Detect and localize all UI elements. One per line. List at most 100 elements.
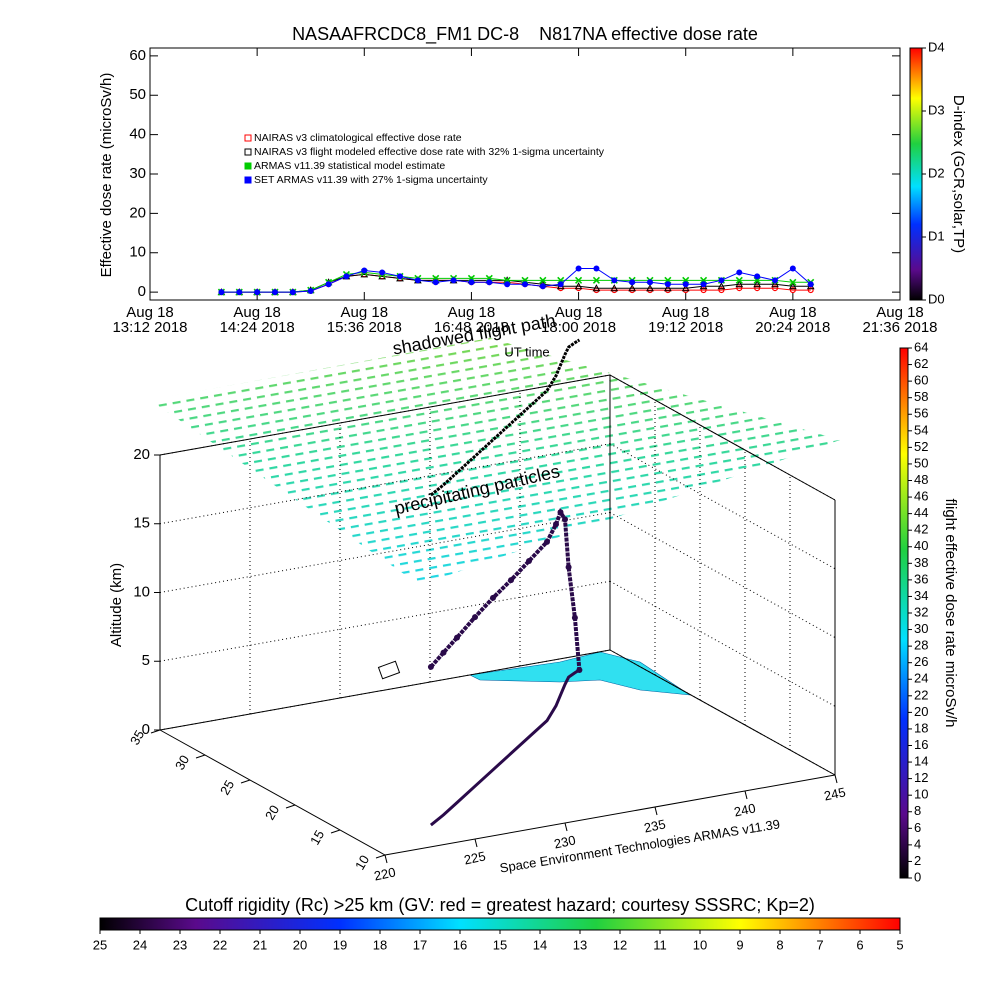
colorbar-tick-label: 6 — [914, 820, 921, 835]
marker — [646, 284, 654, 292]
marker — [432, 279, 439, 286]
marker — [700, 287, 707, 294]
colorbar-tick-label: 5 — [896, 937, 903, 952]
flight-point — [553, 521, 559, 528]
flight-point — [565, 564, 572, 571]
colorbar-label: flight effective dose rate microSv/h — [942, 499, 959, 728]
colorbar-tick-label: 14 — [914, 754, 928, 769]
legend-label: NAIRAS v3 flight modeled effective dose … — [254, 146, 605, 158]
colorbar-tick-label: 24 — [133, 937, 147, 952]
marker — [628, 284, 636, 292]
x-tick — [564, 822, 568, 832]
flight-point — [571, 614, 578, 621]
colorbar — [899, 347, 909, 879]
colorbar — [909, 47, 923, 301]
y-tick — [285, 804, 296, 809]
colorbar-tick-label: 10 — [914, 787, 928, 802]
colorbar-tick-label: 8 — [776, 937, 783, 952]
colorbar-tick-label: 20 — [914, 704, 928, 719]
y-tick-label: 35 — [127, 727, 147, 747]
x-tick-label: Aug 18 15:36 2018 — [326, 304, 402, 336]
colorbar-tick-label: 9 — [736, 937, 743, 952]
marker — [771, 285, 778, 292]
marker — [361, 267, 368, 274]
colorbar-tick-label: 26 — [914, 654, 928, 669]
legend-swatch — [244, 176, 252, 184]
marker — [486, 279, 493, 286]
marker — [574, 282, 583, 290]
floor-track — [429, 668, 581, 827]
marker — [736, 285, 743, 292]
colorbar-tick-label: 36 — [914, 571, 928, 586]
legend-swatch — [244, 162, 252, 170]
marker — [681, 284, 690, 292]
colorbar-tick-label: 23 — [173, 937, 187, 952]
colorbar-tick-label: 48 — [914, 472, 928, 487]
x-tick — [384, 854, 388, 864]
colorbar-tick-label: 21 — [253, 937, 267, 952]
colorbar-tick-label: 18 — [373, 937, 387, 952]
marker — [789, 265, 796, 272]
colorbar-tick-label: 34 — [914, 588, 928, 603]
x-tick — [474, 838, 478, 848]
colorbar-tick-label: 8 — [914, 803, 921, 818]
colorbar-tick-label: 46 — [914, 489, 928, 504]
marker — [735, 276, 743, 284]
marker — [557, 281, 564, 288]
grid-line — [609, 512, 836, 638]
marker — [682, 281, 689, 288]
marker — [272, 289, 278, 296]
marker — [575, 265, 582, 272]
colorbar-tick-label: 28 — [914, 638, 928, 653]
marker — [772, 277, 778, 284]
colorbar-tick-label: 2 — [914, 853, 921, 868]
legend-label: NAIRAS v3 climatological effective dose … — [254, 132, 462, 144]
colorbar-tick-label: 20 — [293, 937, 307, 952]
marker — [289, 289, 296, 296]
marker — [718, 277, 725, 284]
y-tick-label: 25 — [217, 777, 237, 797]
annotation: UT time — [504, 344, 549, 359]
marker — [789, 282, 797, 290]
marker — [307, 287, 314, 294]
colorbar-tick-label: 7 — [816, 937, 823, 952]
marker — [629, 279, 636, 286]
colorbar-tick-label: 62 — [914, 356, 928, 371]
marker — [789, 287, 796, 294]
x-tick-label: 245 — [823, 784, 847, 803]
colorbar-tick-label: D0 — [928, 291, 945, 306]
z-axis-label: Altitude (km) — [108, 563, 125, 647]
y-tick — [195, 754, 206, 759]
marker — [539, 276, 547, 284]
marker — [717, 282, 726, 290]
colorbar-tick-label: 16 — [914, 737, 928, 752]
ceiling-track — [429, 338, 581, 497]
flight-path — [429, 507, 582, 671]
marker — [414, 277, 421, 284]
marker — [754, 273, 761, 280]
grid-line — [159, 512, 611, 593]
colorbar-tick-label: 58 — [914, 389, 928, 404]
colorbar-tick-label: 44 — [914, 505, 928, 520]
y-tick-label: 0 — [138, 283, 146, 300]
x-tick — [744, 790, 748, 800]
colorbar — [99, 917, 901, 931]
colorbar-tick-label: 40 — [914, 538, 928, 553]
y-tick-label: 20 — [262, 802, 282, 822]
flight-point — [557, 509, 564, 516]
colorbar-tick-label: 19 — [333, 937, 347, 952]
y-tick — [240, 779, 251, 784]
colorbar-tick-label: D4 — [928, 39, 945, 54]
grid-line — [159, 580, 611, 662]
colorbar-tick-label: 52 — [914, 439, 928, 454]
colorbar-tick-label: 30 — [914, 621, 928, 636]
colorbar-tick-label: 14 — [533, 937, 547, 952]
colorbar-tick-label: 12 — [613, 937, 627, 952]
y-tick-label: 20 — [129, 204, 146, 221]
x-tick-label: Aug 18 21:36 2018 — [862, 304, 938, 336]
marker — [504, 281, 511, 288]
y-axis-label: Effective dose rate (microSv/h) — [98, 73, 115, 278]
marker — [610, 284, 619, 292]
marker — [592, 276, 600, 284]
